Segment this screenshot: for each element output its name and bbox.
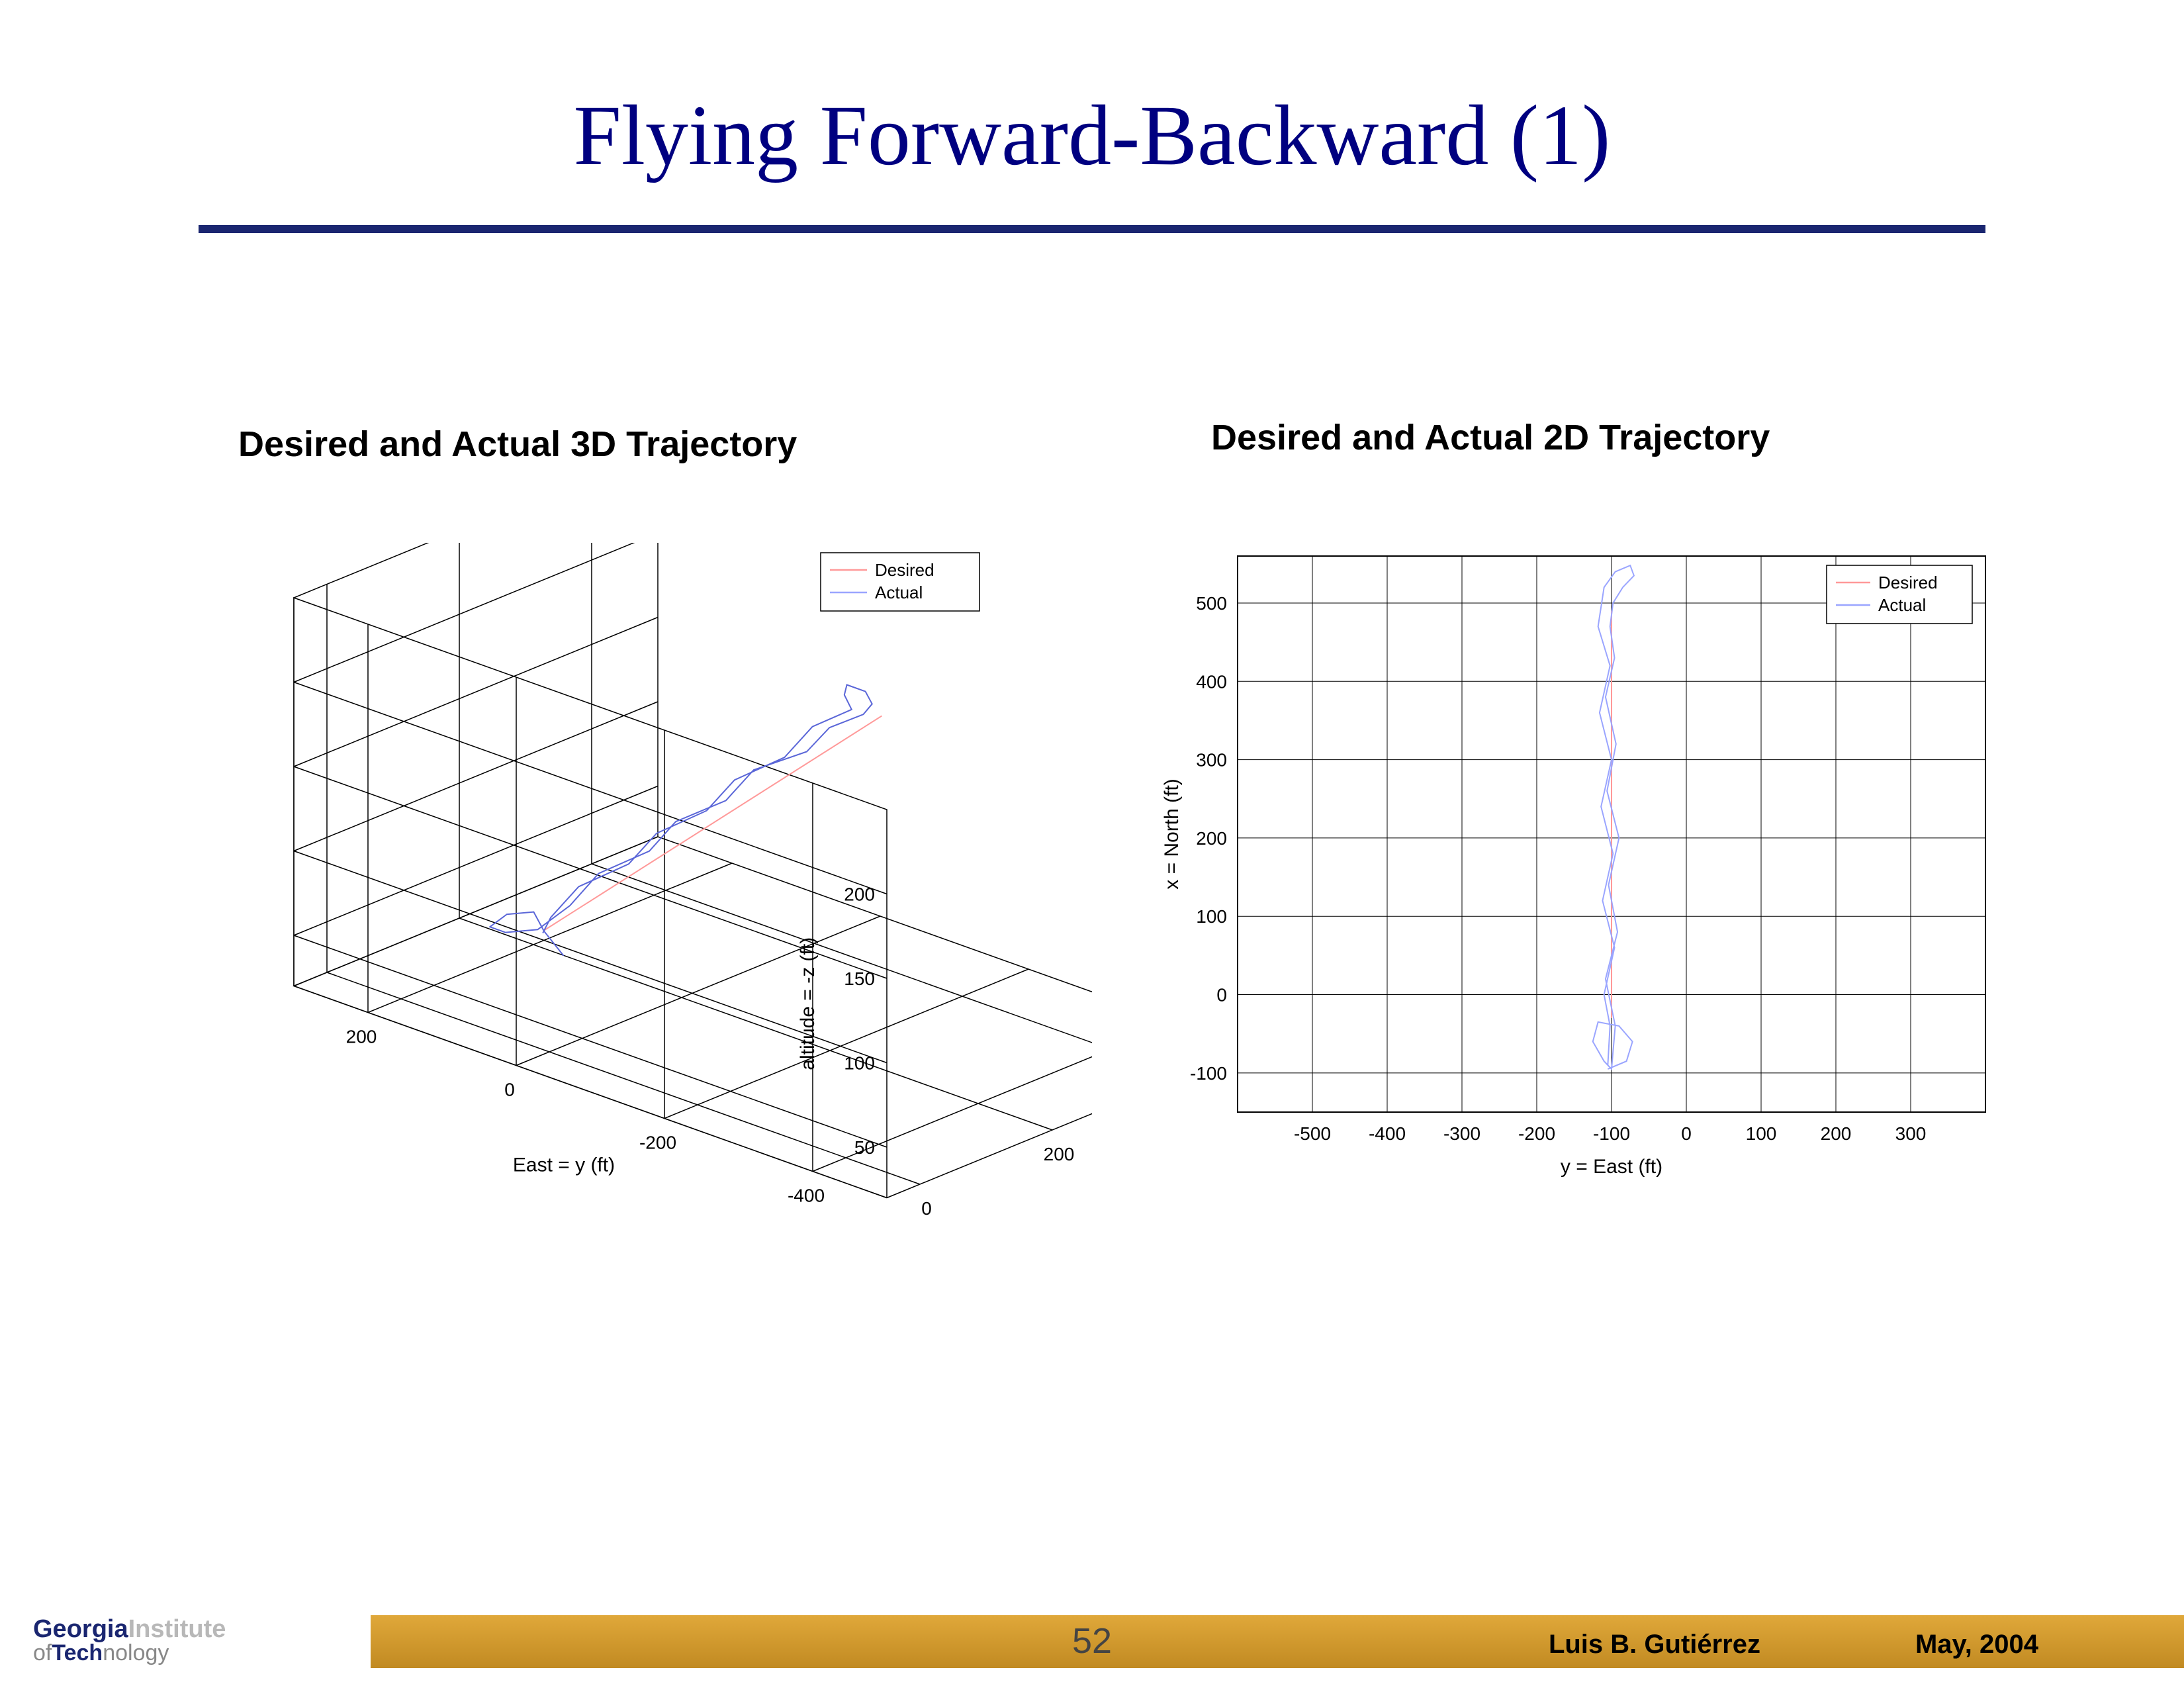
- svg-text:Desired: Desired: [875, 560, 934, 580]
- svg-text:400: 400: [1196, 671, 1227, 692]
- slide: Flying Forward-Backward (1) Desired and …: [0, 0, 2184, 1688]
- gt-logo-georgia: Georgia: [33, 1615, 128, 1643]
- svg-text:200: 200: [1821, 1123, 1852, 1144]
- svg-text:100: 100: [1746, 1123, 1777, 1144]
- title-rule: [199, 225, 1985, 233]
- svg-text:-100: -100: [1190, 1063, 1227, 1084]
- svg-text:-100: -100: [1593, 1123, 1630, 1144]
- gt-logo-institute: Institute: [128, 1615, 226, 1643]
- svg-text:200: 200: [346, 1027, 377, 1047]
- footer-date: May, 2004: [1915, 1630, 2038, 1660]
- svg-text:100: 100: [1196, 906, 1227, 927]
- footer-author: Luis B. Gutiérrez: [1549, 1630, 1760, 1660]
- chart3d: 50100150200-400-20002000200400altitude =…: [113, 543, 1092, 1238]
- svg-text:500: 500: [1196, 593, 1227, 614]
- svg-text:100: 100: [844, 1053, 875, 1074]
- footer: 52 Luis B. Gutiérrez May, 2004 GeorgiaIn…: [0, 1609, 2184, 1688]
- gt-logo-of: of: [33, 1640, 52, 1665]
- svg-text:-300: -300: [1443, 1123, 1480, 1144]
- svg-text:Actual: Actual: [875, 583, 923, 602]
- svg-text:150: 150: [844, 968, 875, 989]
- svg-text:200: 200: [1196, 828, 1227, 849]
- footer-bar: 52 Luis B. Gutiérrez May, 2004 GeorgiaIn…: [0, 1615, 2184, 1668]
- gt-logo-tech: Tech: [52, 1640, 103, 1665]
- svg-text:200: 200: [1044, 1144, 1075, 1164]
- svg-text:0: 0: [921, 1198, 932, 1219]
- svg-text:x = North (ft): x = North (ft): [1161, 778, 1183, 890]
- svg-text:-200: -200: [1518, 1123, 1555, 1144]
- svg-text:-400: -400: [788, 1186, 825, 1206]
- svg-text:200: 200: [844, 884, 875, 905]
- svg-text:East = y (ft): East = y (ft): [513, 1154, 615, 1176]
- svg-text:Desired: Desired: [1878, 573, 1938, 592]
- slide-title: Flying Forward-Backward (1): [0, 86, 2184, 185]
- chart3d-title: Desired and Actual 3D Trajectory: [238, 424, 797, 465]
- chart2d: -500 -400 -300 -200 -100 0 100 200 300 -100 0 100 20…: [1158, 543, 1999, 1205]
- svg-text:300: 300: [1895, 1123, 1927, 1144]
- svg-text:-400: -400: [1369, 1123, 1406, 1144]
- svg-text:altitude = -z (ft): altitude = -z (ft): [797, 937, 819, 1070]
- svg-text:y = East (ft): y = East (ft): [1561, 1156, 1662, 1178]
- svg-text:Actual: Actual: [1878, 595, 1926, 615]
- svg-text:0: 0: [1681, 1123, 1692, 1144]
- svg-text:0: 0: [1216, 985, 1227, 1006]
- gt-logo: GeorgiaInstitute ofTechnology: [33, 1617, 226, 1664]
- svg-text:-500: -500: [1294, 1123, 1331, 1144]
- svg-text:50: 50: [854, 1137, 875, 1158]
- svg-text:-200: -200: [639, 1133, 676, 1153]
- page-number: 52: [0, 1620, 2184, 1662]
- gt-logo-nology: nology: [103, 1640, 169, 1665]
- svg-text:0: 0: [504, 1080, 515, 1100]
- chart2d-title: Desired and Actual 2D Trajectory: [1211, 417, 1770, 458]
- svg-text:300: 300: [1196, 750, 1227, 771]
